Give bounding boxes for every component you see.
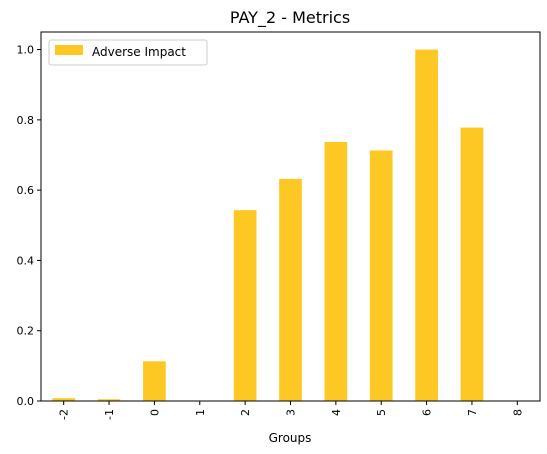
x-tick-label: 7 [466,409,479,416]
bar--1 [97,399,121,401]
y-tick-label: 0.8 [17,114,35,127]
legend-box [48,39,208,66]
legend-swatch [55,45,83,55]
x-tick-label: 8 [511,409,524,416]
y-tick-label: 1.0 [17,44,35,57]
x-tick-label: -1 [103,409,116,420]
bar-7 [460,127,484,402]
x-axis-label: Groups [269,431,312,445]
chart-title: PAY_2 - Metrics [230,8,350,28]
legend-label: Adverse Impact [92,45,186,59]
x-tick-label: 1 [194,409,207,416]
x-tick-label: 6 [421,409,434,416]
y-tick-label: 0.0 [17,395,35,408]
x-tick-label: 2 [239,409,252,416]
y-tick-label: 0.2 [17,325,35,338]
x-tick-label: 4 [330,409,343,416]
x-tick-label: 5 [375,409,388,416]
bar--2 [52,398,76,401]
bar-5 [369,150,393,401]
y-axis: 0.0 0.2 0.4 0.6 0.8 1.0 [17,44,41,408]
plot-frame [40,31,541,402]
x-axis: -2 -1 0 1 2 3 4 5 6 7 8 [58,401,524,420]
bars-layer [52,49,484,402]
y-tick-label: 0.6 [17,184,35,197]
bar-0 [143,361,166,401]
y-tick-label: 0.4 [17,254,35,267]
legend: Adverse Impact [48,39,208,66]
x-tick-label: 0 [148,409,161,416]
x-tick-label: 3 [285,409,298,416]
bar-2 [233,210,257,401]
bar-3 [279,178,302,401]
bar-6 [415,49,438,401]
bar-4 [324,141,348,402]
x-tick-label: -2 [58,409,71,420]
